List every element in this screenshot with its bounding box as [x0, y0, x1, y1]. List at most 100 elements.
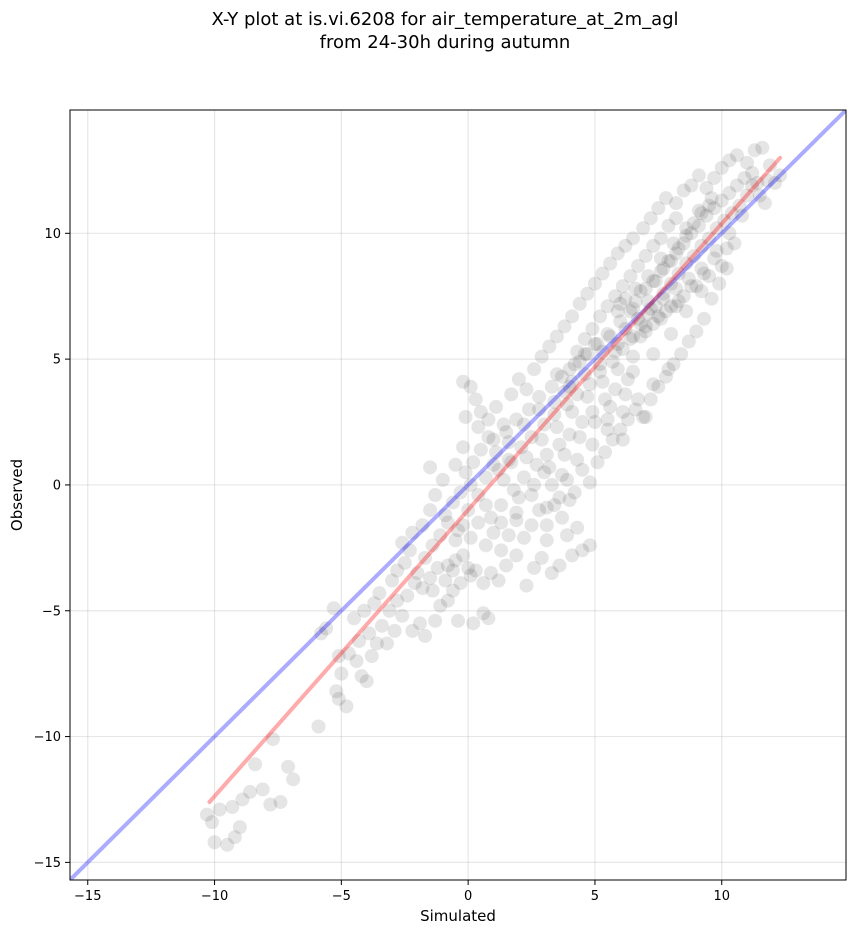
- y-tick-label: 0: [53, 478, 61, 493]
- data-point: [641, 294, 656, 309]
- data-point: [643, 392, 658, 407]
- data-point: [656, 261, 671, 276]
- data-point: [539, 500, 554, 515]
- data-point: [402, 543, 417, 558]
- x-tick-label: 10: [713, 889, 730, 904]
- data-point: [496, 472, 511, 487]
- data-point: [516, 530, 531, 545]
- data-point: [557, 319, 572, 334]
- data-point: [595, 344, 610, 359]
- grid-lines: [70, 110, 846, 880]
- data-point: [509, 412, 524, 427]
- data-point: [243, 784, 258, 799]
- data-point: [745, 165, 760, 180]
- data-point: [527, 477, 542, 492]
- data-point: [669, 281, 684, 296]
- data-point: [729, 178, 744, 193]
- data-point: [699, 208, 714, 223]
- data-point: [473, 404, 488, 419]
- data-point: [699, 181, 714, 196]
- data-point: [212, 802, 227, 817]
- data-point: [679, 304, 694, 319]
- data-point: [542, 460, 557, 475]
- data-point: [679, 228, 694, 243]
- data-point: [537, 417, 552, 432]
- data-point: [438, 508, 453, 523]
- data-point: [390, 593, 405, 608]
- data-point: [641, 269, 656, 284]
- data-point: [440, 515, 455, 530]
- data-point: [600, 422, 615, 437]
- data-point: [486, 525, 501, 540]
- data-point: [714, 259, 729, 274]
- data-point: [709, 221, 724, 236]
- y-tick-label: −15: [34, 856, 61, 871]
- data-point: [666, 357, 681, 372]
- identity-line: [70, 110, 846, 880]
- data-point: [623, 331, 638, 346]
- data-point: [529, 457, 544, 472]
- data-point: [714, 160, 729, 175]
- data-point: [686, 248, 701, 263]
- data-point: [369, 636, 384, 651]
- data-point: [618, 291, 633, 306]
- data-point: [471, 515, 486, 530]
- data-point: [689, 324, 704, 339]
- data-point: [544, 379, 559, 394]
- data-point: [679, 256, 694, 271]
- data-point: [481, 412, 496, 427]
- data-point: [684, 279, 699, 294]
- data-point: [709, 243, 724, 258]
- data-point: [412, 616, 427, 631]
- data-point: [400, 588, 415, 603]
- x-tick-label: −5: [332, 889, 351, 904]
- data-point: [679, 221, 694, 236]
- data-point: [549, 329, 564, 344]
- data-point: [580, 389, 595, 404]
- data-point: [605, 354, 620, 369]
- data-point: [750, 175, 765, 190]
- data-point: [618, 387, 633, 402]
- data-point: [651, 379, 666, 394]
- data-point: [433, 598, 448, 613]
- data-point: [623, 269, 638, 284]
- data-point: [286, 772, 301, 787]
- data-point: [608, 382, 623, 397]
- data-point: [638, 324, 653, 339]
- data-point: [519, 382, 534, 397]
- data-point: [625, 364, 640, 379]
- chart-subtitle: from 24-30h during autumn: [320, 32, 571, 53]
- data-point: [613, 296, 628, 311]
- data-point: [577, 347, 592, 362]
- data-point: [610, 304, 625, 319]
- data-point: [494, 543, 509, 558]
- data-point: [478, 470, 493, 485]
- data-point: [486, 457, 501, 472]
- data-point: [681, 334, 696, 349]
- data-point: [767, 175, 782, 190]
- data-point: [653, 311, 668, 326]
- data-point: [562, 362, 577, 377]
- data-point: [397, 555, 412, 570]
- data-point: [590, 455, 605, 470]
- data-point: [486, 432, 501, 447]
- data-point: [587, 276, 602, 291]
- data-point: [691, 203, 706, 218]
- data-point: [773, 168, 788, 183]
- data-point: [691, 218, 706, 233]
- data-point: [605, 432, 620, 447]
- data-point: [598, 392, 613, 407]
- data-point: [656, 291, 671, 306]
- data-point: [445, 495, 460, 510]
- data-point: [463, 379, 478, 394]
- data-point: [631, 392, 646, 407]
- data-point: [755, 140, 770, 155]
- data-point: [661, 253, 676, 268]
- data-point: [676, 236, 691, 251]
- data-point: [562, 379, 577, 394]
- data-point: [374, 618, 389, 633]
- data-point: [547, 407, 562, 422]
- data-point: [451, 613, 465, 628]
- data-point: [478, 498, 493, 513]
- data-point: [339, 699, 354, 714]
